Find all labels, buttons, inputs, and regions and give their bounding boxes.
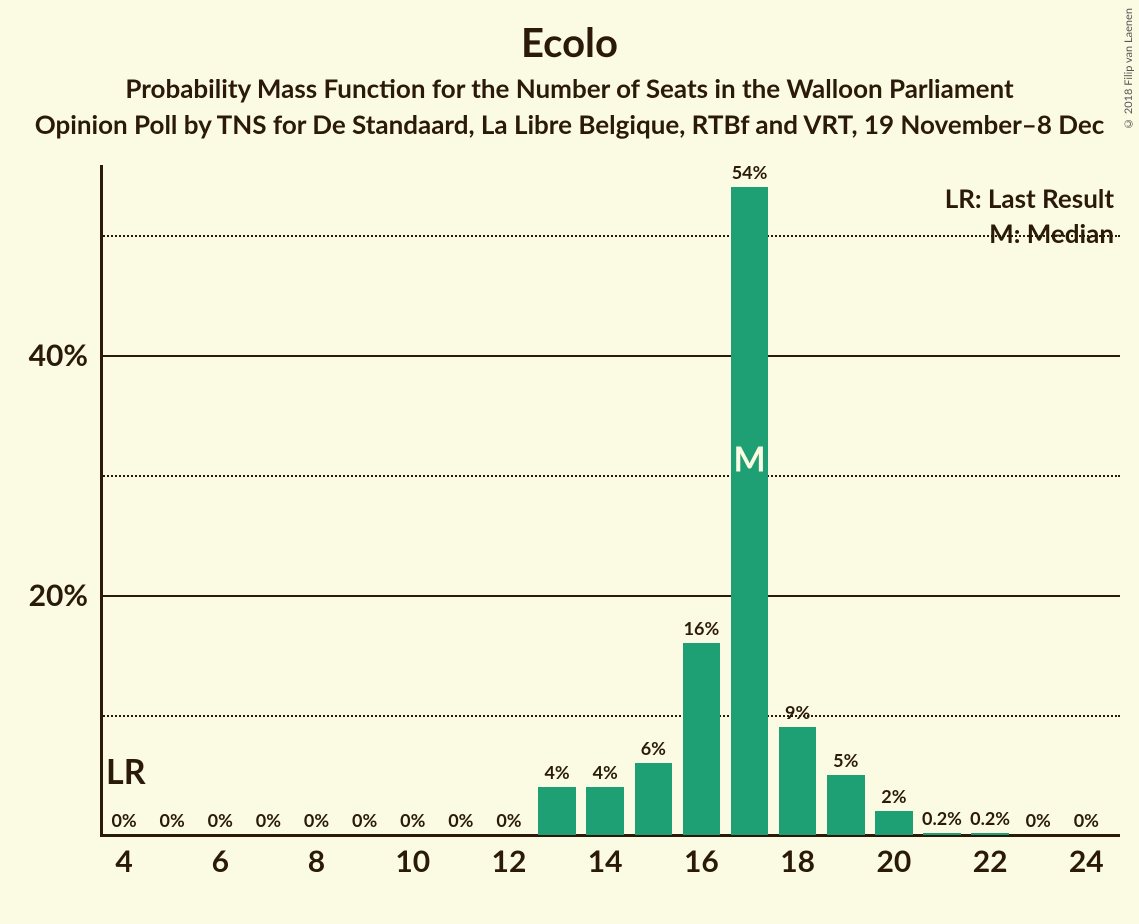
bar — [586, 787, 624, 835]
x-tick-label: 12 — [492, 843, 527, 879]
bar-value-label: 9% — [785, 701, 810, 723]
bar-value-label: 0% — [496, 809, 521, 831]
bar-value-label: 4% — [593, 761, 618, 783]
bar-value-label: 0.2% — [970, 807, 1010, 829]
bar-value-label: 16% — [684, 617, 720, 639]
bar — [731, 187, 769, 835]
x-tick-label: 18 — [780, 843, 815, 879]
x-tick-label: 16 — [684, 843, 719, 879]
plot-area: 20%40%46810121416182022240%0%0%0%0%0%0%0… — [100, 175, 1120, 835]
legend-item-lr: LR: Last Result — [945, 181, 1114, 216]
bar-value-label: 54% — [732, 161, 768, 183]
bar — [538, 787, 576, 835]
bar — [779, 727, 817, 835]
gridline-major — [100, 355, 1120, 357]
bar — [683, 643, 721, 835]
legend-item-m: M: Median — [945, 216, 1114, 251]
bar-value-label: 0% — [352, 809, 377, 831]
y-tick-label: 40% — [29, 337, 88, 373]
x-tick-label: 20 — [876, 843, 911, 879]
bar-value-label: 0% — [256, 809, 281, 831]
bar-value-label: 0% — [400, 809, 425, 831]
bar-value-label: 4% — [544, 761, 569, 783]
copyright-text: © 2018 Filip van Laenen — [1122, 8, 1135, 130]
chart-subtitle: Probability Mass Function for the Number… — [0, 72, 1139, 104]
bar-value-label: 0% — [160, 809, 185, 831]
bar-value-label: 6% — [641, 737, 666, 759]
x-tick-label: 6 — [212, 843, 229, 879]
bar-value-label: 0% — [1074, 809, 1099, 831]
bar-value-label: 0% — [111, 809, 136, 831]
x-tick-label: 22 — [973, 843, 1008, 879]
median-marker: M — [733, 439, 765, 480]
gridline-major — [100, 595, 1120, 597]
legend: LR: Last ResultM: Median — [945, 181, 1114, 251]
pmf-chart: Ecolo Probability Mass Function for the … — [0, 0, 1139, 924]
chart-title: Ecolo — [0, 0, 1139, 66]
bar-value-label: 0% — [1026, 809, 1051, 831]
bar — [635, 763, 673, 835]
x-tick-label: 8 — [308, 843, 325, 879]
bar-value-label: 0% — [304, 809, 329, 831]
gridline-minor — [100, 715, 1120, 717]
last-result-marker: LR — [106, 751, 146, 792]
y-axis — [100, 165, 103, 835]
x-tick-label: 14 — [588, 843, 623, 879]
gridline-minor — [100, 475, 1120, 477]
y-tick-label: 20% — [29, 577, 88, 613]
bar — [923, 833, 961, 835]
bar-value-label: 0.2% — [922, 807, 962, 829]
bar-value-label: 0% — [208, 809, 233, 831]
bar-value-label: 2% — [881, 785, 906, 807]
x-tick-label: 24 — [1069, 843, 1104, 879]
bar-value-label: 0% — [448, 809, 473, 831]
chart-subtitle2: Opinion Poll by TNS for De Standaard, La… — [0, 108, 1139, 140]
bar — [971, 833, 1009, 835]
x-tick-label: 10 — [395, 843, 430, 879]
bar-value-label: 5% — [833, 749, 858, 771]
bar — [875, 811, 913, 835]
bar — [827, 775, 865, 835]
x-tick-label: 4 — [115, 843, 132, 879]
